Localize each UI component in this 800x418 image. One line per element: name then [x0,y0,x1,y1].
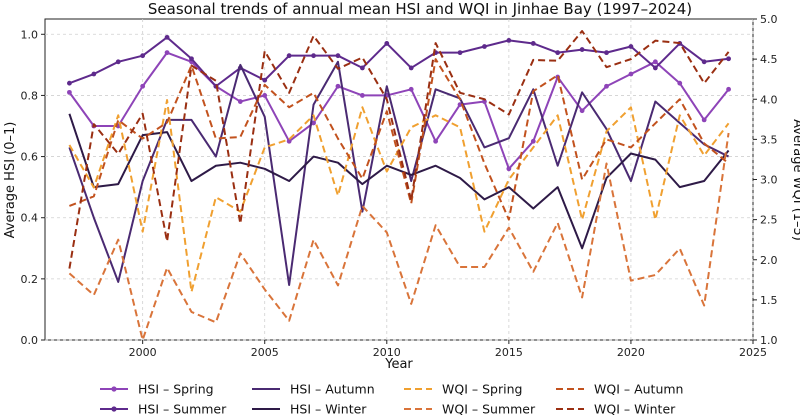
data-point-hsi-summer [408,65,414,71]
data-point-hsi-spring [237,99,243,104]
legend-label-wqi-summer: WQI – Summer [442,402,536,417]
y-right-tick-label: 4.0 [760,93,778,106]
data-point-hsi-spring [262,93,268,98]
legend-label-wqi-winter: WQI – Winter [594,402,676,417]
data-point-hsi-summer [311,53,316,59]
y-right-tick-label: 1.5 [760,294,778,307]
legend-label-hsi-autumn: HSI – Autumn [290,382,375,397]
data-point-hsi-spring [628,71,634,77]
chart-title: Seasonal trends of annual mean HSI and W… [148,0,692,18]
legend-label-wqi-spring: WQI – Spring [442,382,522,397]
data-point-hsi-spring [726,86,731,92]
data-point-hsi-spring [359,93,365,98]
data-point-hsi-spring [335,83,341,89]
series-layer [67,30,731,341]
x-axis: 2000 2005 2010 2015 2020 2025 [129,340,767,359]
series-line-wqi-autumn [69,58,730,221]
data-point-hsi-spring [530,138,536,144]
data-point-hsi-summer [530,41,536,46]
x-tick-label: 2015 [495,346,523,359]
series-line-hsi-autumn [68,60,730,286]
data-point-hsi-summer [555,50,561,56]
x-tick-label: 2025 [739,346,767,359]
legend: HSI – Spring HSI – Summer HSI – Autumn HSI … [100,382,683,417]
data-point-hsi-spring [311,120,316,126]
data-point-hsi-summer [262,77,268,83]
y-right-tick-label: 2.0 [760,254,778,267]
y-left-tick-label: 0.4 [21,212,39,225]
data-point-hsi-summer [164,34,170,40]
data-point-hsi-spring [457,102,463,107]
y-right-tick-label: 3.0 [760,174,778,187]
series-line-wqi-summer [68,132,730,341]
data-point-hsi-summer [286,53,292,59]
data-point-hsi-summer [628,44,634,49]
data-point-hsi-spring [164,50,170,56]
data-point-hsi-spring [408,86,414,92]
data-point-hsi-spring [506,166,512,172]
data-point-hsi-spring [677,80,683,86]
data-point-hsi-spring [433,138,439,144]
legend-label-hsi-spring: HSI – Spring [138,382,214,397]
data-point-hsi-spring [579,108,585,114]
y-axis-left: 0.0 0.2 0.4 0.6 0.8 1.0 [21,28,45,347]
series-line-hsi-winter [68,113,730,250]
data-point-hsi-summer [506,38,512,43]
y-axis-left-title: Average HSI (0–1) [3,122,18,239]
legend-label-hsi-summer: HSI – Summer [138,402,227,417]
y-right-tick-label: 5.0 [760,13,778,26]
data-point-hsi-summer [189,56,194,62]
series-line-hsi-spring [68,51,730,170]
y-right-tick-label: 1.0 [760,334,778,347]
data-point-hsi-spring [67,89,72,95]
series-line-wqi-winter [68,30,730,269]
x-tick-label: 2020 [617,346,645,359]
data-point-hsi-spring [652,59,658,65]
data-point-hsi-summer [579,47,585,52]
y-right-tick-label: 3.5 [760,133,778,146]
data-point-hsi-summer [457,50,463,56]
data-point-hsi-summer [67,80,72,86]
data-point-hsi-summer [604,50,609,56]
y-axis-right-title: Average WQI (1–5) [790,119,800,241]
y-left-tick-label: 1.0 [21,28,39,41]
data-point-hsi-summer [384,41,390,46]
legend-label-wqi-autumn: WQI – Autumn [594,382,683,397]
x-tick-label: 2005 [251,346,279,359]
data-point-hsi-summer [726,56,731,62]
data-point-hsi-summer [359,65,365,71]
legend-marker-hsi-spring [111,386,117,392]
data-point-hsi-spring [604,83,609,89]
x-axis-title: Year [384,357,413,372]
y-right-tick-label: 4.5 [760,53,778,66]
data-point-hsi-summer [140,53,146,59]
y-left-tick-label: 0.0 [21,334,39,347]
y-left-tick-label: 0.6 [21,151,39,164]
legend-label-hsi-winter: HSI – Winter [290,402,367,417]
y-right-tick-label: 2.5 [760,214,778,227]
y-left-tick-label: 0.2 [21,273,39,286]
data-point-hsi-spring [701,117,707,123]
data-point-hsi-spring [140,83,146,89]
series-line-hsi-summer [69,36,729,88]
data-point-hsi-spring [286,138,292,144]
data-point-hsi-summer [482,44,487,49]
x-tick-label: 2010 [373,346,401,359]
data-point-hsi-summer [701,59,707,65]
data-point-hsi-summer [335,53,341,59]
x-tick-label: 2000 [129,346,157,359]
data-point-hsi-summer [91,71,97,77]
data-point-hsi-summer [115,59,121,65]
series-line-wqi-spring [68,99,730,293]
data-point-hsi-spring [482,99,487,104]
y-left-tick-label: 0.8 [21,89,39,102]
y-axis-right: 1.0 1.5 2.0 2.5 3.0 3.5 4.0 4.5 5.0 [753,13,778,347]
legend-marker-hsi-summer [111,406,117,412]
data-point-hsi-summer [652,65,658,71]
